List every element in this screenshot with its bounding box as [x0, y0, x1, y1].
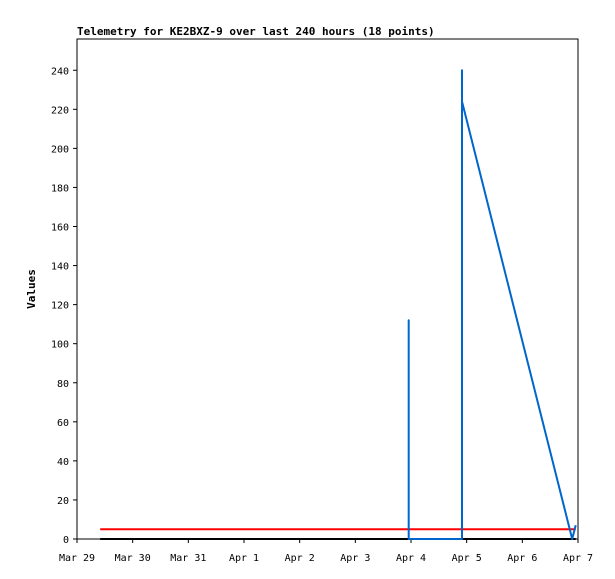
x-tick-label: Apr 6 [507, 553, 537, 564]
y-tick-label: 180 [51, 183, 69, 194]
y-tick-label: 40 [57, 457, 69, 468]
chart-title: Telemetry for KE2BXZ-9 over last 240 hou… [77, 25, 435, 38]
y-tick-label: 200 [51, 144, 69, 155]
x-tick-label: Mar 29 [59, 553, 95, 564]
x-tick-label: Mar 31 [170, 553, 206, 564]
y-tick-label: 60 [57, 418, 69, 429]
y-tick-label: 240 [51, 66, 69, 77]
y-tick-label: 120 [51, 301, 69, 312]
y-tick-label: 100 [51, 340, 69, 351]
x-axis-ticks: Mar 29 Mar 30 Mar 31 Apr 1 Apr 2 Apr 3 Apr 4 Ap… [59, 539, 593, 564]
x-tick-label: Apr 3 [340, 553, 370, 564]
series-line-2 [407, 69, 577, 540]
chart-series [100, 69, 577, 540]
y-tick-label: 0 [63, 535, 69, 546]
x-tick-label: Apr 4 [396, 553, 426, 564]
y-tick-label: 20 [57, 496, 69, 507]
y-axis-label: Values [25, 269, 38, 309]
x-tick-label: Apr 5 [452, 553, 482, 564]
y-axis-ticks: 0 20 40 60 80 100 120 140 160 180 200 220 240 [51, 66, 77, 546]
y-tick-label: 140 [51, 262, 69, 273]
x-tick-label: Apr 7 [563, 553, 593, 564]
x-tick-label: Mar 30 [115, 553, 151, 564]
y-tick-label: 160 [51, 223, 69, 234]
y-tick-label: 80 [57, 379, 69, 390]
x-tick-label: Apr 1 [229, 553, 259, 564]
plot-frame [76, 38, 579, 540]
y-tick-label: 220 [51, 105, 69, 116]
x-tick-label: Apr 2 [285, 553, 315, 564]
